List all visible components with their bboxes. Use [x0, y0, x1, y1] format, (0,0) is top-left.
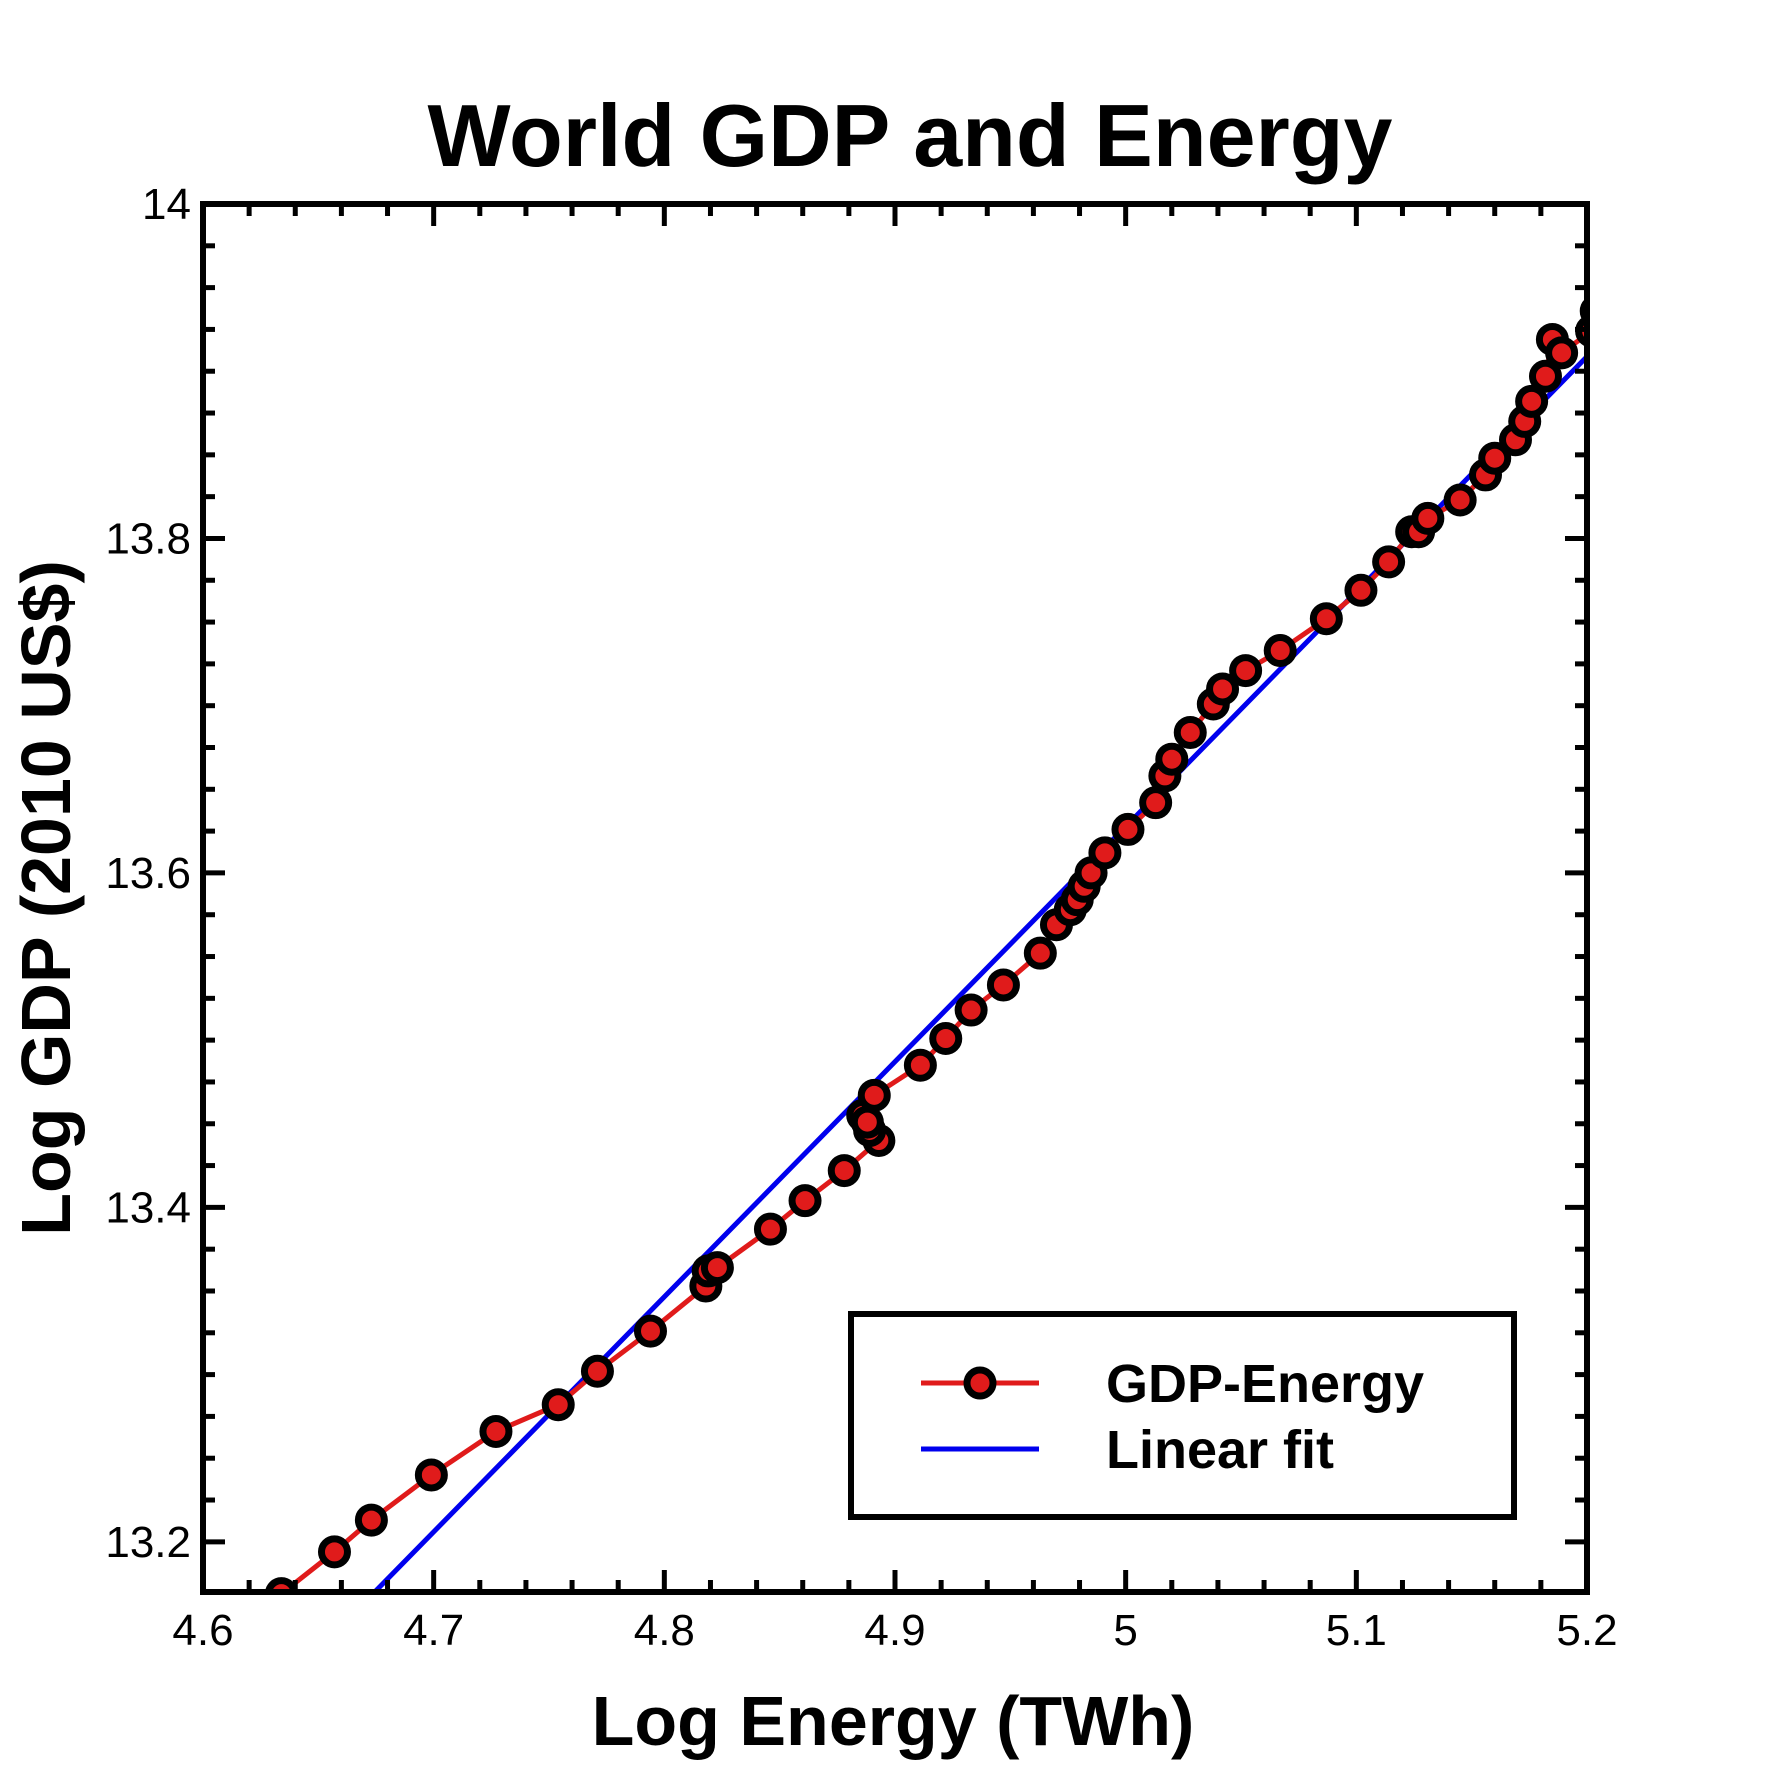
- x-tick-label: 4.7: [403, 1606, 464, 1655]
- data-point: [1372, 545, 1406, 579]
- data-point: [1173, 715, 1207, 749]
- data-point: [1478, 441, 1512, 475]
- x-axis-label: Log Energy (TWh): [592, 1682, 1195, 1760]
- data-point: [1443, 483, 1477, 517]
- data-point: [1515, 384, 1549, 418]
- data-point: [788, 1184, 822, 1218]
- data-point: [317, 1535, 351, 1569]
- y-tick-label: 13.6: [105, 849, 191, 898]
- y-tick-label: 14: [142, 180, 191, 229]
- data-point: [929, 1021, 963, 1055]
- x-tick-label: 5.2: [1556, 1606, 1617, 1655]
- plot-area: [265, 297, 1587, 1592]
- data-point: [1023, 936, 1057, 970]
- legend-box: [848, 1311, 1517, 1520]
- data-point: [414, 1458, 448, 1492]
- data-point: [1206, 672, 1240, 706]
- data-point: [827, 1154, 861, 1188]
- legend-fit-label: Linear fit: [1106, 1420, 1334, 1480]
- data-point: [1088, 836, 1122, 870]
- x-tick-label: 5.1: [1326, 1606, 1387, 1655]
- data-point: [986, 968, 1020, 1002]
- data-point: [633, 1314, 667, 1348]
- x-tick-label: 4.6: [172, 1606, 233, 1655]
- data-point: [753, 1212, 787, 1246]
- data-point: [954, 993, 988, 1027]
- legend: GDP-Energy Linear fit: [848, 1311, 1517, 1520]
- y-tick-label: 13.2: [105, 1518, 191, 1567]
- data-point: [479, 1414, 513, 1448]
- x-tick-label: 4.9: [864, 1606, 925, 1655]
- data-point: [1139, 786, 1173, 820]
- legend-series-label: GDP-Energy: [1106, 1354, 1424, 1414]
- data-point: [850, 1105, 884, 1139]
- data-point: [541, 1388, 575, 1422]
- chart-title: World GDP and Energy: [428, 86, 1393, 185]
- data-point: [903, 1048, 937, 1082]
- data-point: [1229, 654, 1263, 688]
- data-point: [580, 1354, 614, 1388]
- data-point: [1411, 501, 1445, 535]
- data-point: [1155, 742, 1189, 776]
- x-tick-label: 4.8: [634, 1606, 695, 1655]
- legend-series-marker: [963, 1366, 997, 1400]
- data-point: [1263, 634, 1297, 668]
- y-tick-label: 13.4: [105, 1183, 191, 1232]
- data-point: [1545, 336, 1579, 370]
- axis-ticks: 4.6 4.7 4.8 4.9 5 5.1 5.2 13.2 13.4 13.6 13.8 14: [105, 180, 1617, 1655]
- data-point: [857, 1078, 891, 1112]
- y-tick-label: 13.8: [105, 514, 191, 563]
- data-point: [1309, 602, 1343, 636]
- data-point: [1344, 573, 1378, 607]
- y-axis-label: Log GDP (2010 US$): [7, 560, 85, 1236]
- x-tick-label: 5: [1113, 1606, 1137, 1655]
- data-point: [700, 1251, 734, 1285]
- data-point: [354, 1503, 388, 1537]
- data-point: [1111, 812, 1145, 846]
- data-point: [1528, 359, 1562, 393]
